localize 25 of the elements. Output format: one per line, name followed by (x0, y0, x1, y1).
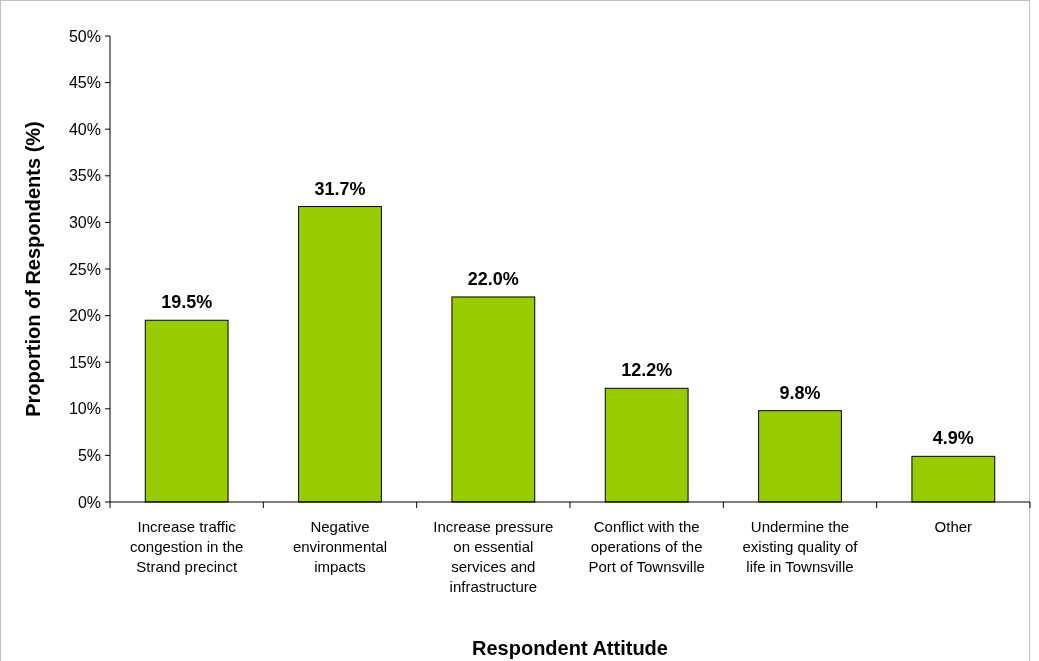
y-tick-label: 25% (68, 260, 101, 278)
y-tick-label: 0% (77, 493, 101, 511)
y-tick-label: 20% (68, 307, 101, 325)
x-tick-label: Increase pressure on essential services and infrastructure (433, 518, 554, 595)
data-label: 31.7% (314, 178, 366, 199)
y-tick-label: 45% (68, 74, 101, 92)
x-axis-title: Respondent Attitude (472, 637, 668, 659)
y-tick-label: 10% (68, 400, 101, 418)
y-tick-label: 40% (68, 120, 101, 138)
x-tick-label: Other (934, 518, 973, 535)
x-tick-label: Negative environmental impacts (292, 518, 388, 575)
data-label: 19.5% (161, 292, 213, 313)
y-tick-label: 35% (68, 167, 101, 185)
data-label: 22.0% (467, 268, 519, 289)
y-tick-label: 30% (68, 214, 101, 231)
data-label: 9.8% (779, 382, 821, 403)
y-tick-label: 15% (68, 353, 101, 371)
y-tick-label: 5% (77, 447, 101, 464)
x-tick-label: Conflict with the operations of the Port of Townsville (588, 518, 705, 575)
x-tick-label: Increase traffic congestion in the Strand precinct (129, 518, 244, 575)
y-axis-title: Proportion of Respondents (%) (22, 121, 44, 417)
y-tick-label: 50% (68, 27, 101, 45)
data-label: 4.9% (932, 428, 974, 449)
x-tick-label: Undermine the existing quality of life in Townsville (742, 518, 859, 575)
data-label: 12.2% (621, 360, 673, 381)
